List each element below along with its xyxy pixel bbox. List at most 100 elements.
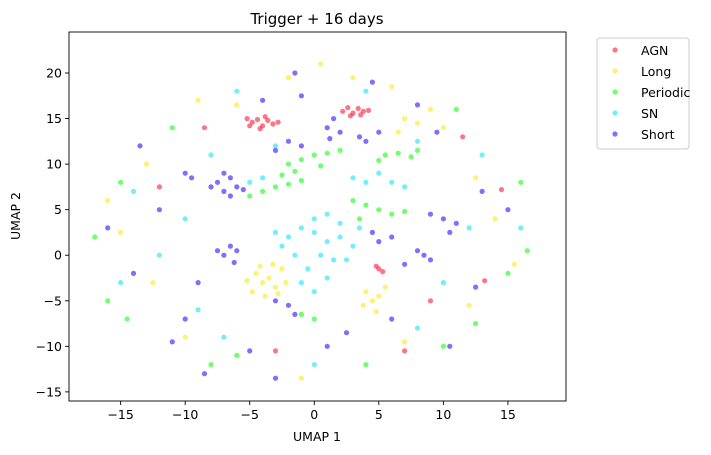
point-sn-15 bbox=[337, 220, 343, 226]
point-short-50 bbox=[473, 284, 479, 290]
point-sn-37 bbox=[234, 88, 240, 94]
point-agn-13 bbox=[355, 105, 361, 112]
point-short-53 bbox=[169, 339, 175, 345]
point-periodic-39 bbox=[92, 234, 98, 240]
point-short-47 bbox=[343, 330, 350, 336]
point-periodic-8 bbox=[382, 152, 388, 158]
legend-label-agn: AGN bbox=[641, 43, 668, 58]
point-long-15 bbox=[382, 284, 388, 290]
point-agn-23 bbox=[156, 184, 162, 190]
point-long-30 bbox=[285, 75, 292, 81]
point-short-32 bbox=[376, 239, 382, 245]
point-long-2 bbox=[266, 275, 272, 281]
y-tick-label: 20 bbox=[46, 66, 62, 81]
point-long-35 bbox=[298, 375, 304, 381]
point-short-14 bbox=[189, 175, 195, 181]
y-tick-label: −5 bbox=[44, 293, 62, 308]
point-sn-11 bbox=[324, 275, 330, 281]
point-agn-19 bbox=[380, 269, 386, 275]
point-sn-23 bbox=[402, 184, 408, 190]
y-tick-label: 0 bbox=[54, 248, 62, 263]
point-agn-27 bbox=[201, 125, 208, 131]
point-short-41 bbox=[156, 207, 162, 213]
point-short-7 bbox=[227, 193, 233, 199]
point-short-39 bbox=[195, 280, 201, 286]
point-sn-22 bbox=[389, 179, 395, 185]
point-short-36 bbox=[272, 298, 279, 304]
point-agn-17 bbox=[358, 112, 364, 118]
point-short-45 bbox=[369, 79, 375, 85]
legend-label-short: Short bbox=[641, 127, 675, 142]
point-sn-29 bbox=[208, 152, 214, 158]
point-sn-1 bbox=[298, 225, 304, 231]
point-long-5 bbox=[249, 289, 255, 295]
point-long-1 bbox=[260, 280, 266, 286]
point-sn-35 bbox=[130, 188, 137, 194]
point-short-22 bbox=[285, 138, 292, 144]
y-tick-label: 5 bbox=[54, 202, 62, 217]
point-short-27 bbox=[453, 220, 459, 226]
point-periodic-33 bbox=[169, 125, 175, 131]
legend-box bbox=[596, 37, 690, 150]
point-agn-9 bbox=[257, 126, 263, 132]
point-long-26 bbox=[143, 161, 150, 167]
point-sn-39 bbox=[311, 362, 317, 368]
point-short-43 bbox=[479, 188, 485, 194]
point-short-25 bbox=[427, 211, 434, 217]
point-periodic-25 bbox=[311, 316, 317, 322]
point-periodic-20 bbox=[272, 184, 279, 190]
point-periodic-37 bbox=[118, 179, 124, 185]
point-long-37 bbox=[150, 280, 156, 286]
y-tick-label: −10 bbox=[36, 339, 62, 354]
point-agn-21 bbox=[482, 278, 488, 284]
point-periodic-3 bbox=[324, 150, 330, 156]
point-periodic-10 bbox=[408, 154, 414, 160]
point-periodic-22 bbox=[298, 177, 304, 184]
point-long-24 bbox=[440, 125, 446, 131]
point-agn-5 bbox=[270, 121, 276, 127]
point-short-35 bbox=[402, 261, 408, 267]
point-sn-2 bbox=[311, 229, 317, 235]
point-agn-7 bbox=[247, 123, 253, 129]
point-periodic-30 bbox=[473, 321, 479, 327]
point-short-21 bbox=[376, 129, 382, 135]
point-long-31 bbox=[350, 75, 356, 81]
point-long-18 bbox=[402, 116, 408, 122]
point-short-51 bbox=[137, 143, 143, 149]
point-long-22 bbox=[234, 102, 240, 108]
point-short-31 bbox=[414, 248, 421, 254]
point-periodic-21 bbox=[285, 181, 292, 187]
point-short-55 bbox=[505, 207, 511, 213]
point-short-48 bbox=[247, 348, 253, 354]
point-periodic-2 bbox=[311, 152, 317, 158]
point-short-28 bbox=[447, 229, 453, 235]
y-tick-label: 10 bbox=[46, 157, 62, 172]
point-periodic-9 bbox=[395, 150, 401, 156]
point-long-0 bbox=[253, 270, 259, 276]
point-periodic-6 bbox=[318, 163, 324, 169]
point-periodic-19 bbox=[260, 188, 266, 194]
point-long-10 bbox=[257, 263, 263, 269]
point-periodic-27 bbox=[524, 248, 530, 254]
point-short-10 bbox=[234, 248, 240, 254]
point-periodic-34 bbox=[518, 179, 524, 185]
point-sn-6 bbox=[292, 252, 298, 258]
point-sn-41 bbox=[518, 225, 524, 231]
point-short-26 bbox=[440, 216, 446, 222]
legend-marker-agn bbox=[612, 47, 618, 53]
point-agn-16 bbox=[347, 113, 353, 119]
legend: AGN Long Periodic SN Short bbox=[596, 37, 690, 150]
point-periodic-11 bbox=[414, 147, 421, 153]
point-sn-7 bbox=[318, 252, 324, 258]
point-short-19 bbox=[356, 134, 363, 140]
point-periodic-29 bbox=[124, 316, 130, 322]
x-tick-label: 5 bbox=[375, 407, 383, 422]
point-periodic-1 bbox=[298, 157, 304, 163]
point-sn-4 bbox=[337, 234, 343, 240]
point-periodic-32 bbox=[440, 343, 446, 349]
point-long-16 bbox=[360, 302, 366, 308]
point-sn-17 bbox=[311, 289, 317, 295]
point-long-27 bbox=[492, 216, 498, 222]
point-agn-6 bbox=[275, 119, 281, 125]
point-long-39 bbox=[105, 198, 111, 204]
